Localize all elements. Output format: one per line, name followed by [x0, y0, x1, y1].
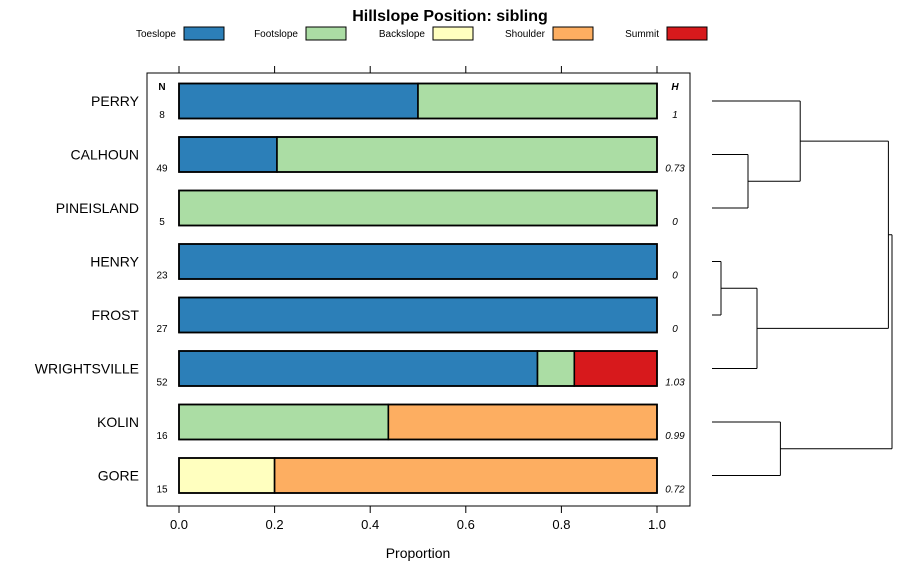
n-column-header: N: [158, 82, 165, 93]
top-axis-ticks: [178, 66, 658, 73]
legend-swatch-shoulder: [552, 26, 594, 41]
row-labels: PERRY CALHOUN PINEISLAND HENRY FROST WRIGHTSV…: [35, 93, 140, 484]
h-value-calhoun: 0.73: [665, 164, 685, 175]
row-label-calhoun: CALHOUN: [71, 147, 139, 163]
legend-swatch-toeslope: [183, 26, 225, 41]
bar-outline-henry: [178, 243, 658, 280]
x-tick-label: 0.8: [552, 517, 570, 532]
n-value-perry: 8: [159, 110, 165, 121]
h-value-frost: 0: [672, 324, 678, 335]
bar-outline-frost: [178, 296, 658, 334]
bar-outline-perry: [178, 82, 658, 120]
bar-segment-frost-toeslope: [178, 296, 658, 334]
bar-segment-kolin-footslope: [178, 403, 390, 441]
legend-label-backslope: Backslope: [379, 29, 426, 40]
x-axis: 0.0 0.2 0.4 0.6 0.8 1.0: [170, 506, 666, 532]
plot-panel: [146, 72, 691, 507]
h-value-gore: 0.72: [665, 485, 685, 496]
bar-segment-pineisland-footslope: [178, 189, 658, 227]
h-labels: 1 0.73 0 0 0 1.03 0.99 0.72: [665, 110, 685, 496]
x-tick-label: 0.2: [266, 517, 284, 532]
n-value-kolin: 16: [156, 431, 168, 442]
n-value-pineisland: 5: [159, 217, 165, 228]
h-value-pineisland: 0: [672, 217, 678, 228]
n-value-henry: 23: [156, 271, 168, 282]
legend-label-toeslope: Toeslope: [136, 29, 176, 40]
row-label-kolin: KOLIN: [97, 414, 139, 430]
row-label-frost: FROST: [92, 307, 140, 323]
n-value-gore: 15: [156, 485, 168, 496]
legend: Toeslope Footslope Backslope Shoulder Summit: [136, 26, 708, 41]
n-value-frost: 27: [156, 324, 168, 335]
x-tick-label: 0.6: [457, 517, 475, 532]
h-value-kolin: 0.99: [665, 431, 685, 442]
legend-swatch-backslope: [432, 26, 474, 41]
bar-segment-perry-toeslope: [178, 82, 419, 120]
bar-segment-henry-toeslope: [178, 243, 658, 280]
bar-segment-calhoun-toeslope: [178, 136, 278, 173]
bar-segment-kolin-shoulder: [387, 403, 658, 441]
n-labels: 8 49 5 23 27 52 16 15: [156, 110, 168, 496]
legend-swatch-footslope: [305, 26, 347, 41]
bar-outline-pineisland: [178, 189, 658, 227]
row-label-henry: HENRY: [90, 254, 139, 270]
bar-segment-calhoun-footslope: [276, 136, 658, 173]
h-value-henry: 0: [672, 271, 678, 282]
legend-swatch-summit: [666, 26, 708, 41]
bar-segment-gore-backslope: [178, 457, 276, 494]
x-tick-label: 0.4: [361, 517, 379, 532]
bar-segment-perry-footslope: [417, 82, 658, 120]
n-value-calhoun: 49: [156, 164, 168, 175]
bar-outline-kolin: [178, 403, 658, 441]
bar-segment-wrightsville-summit: [573, 350, 658, 387]
legend-label-footslope: Footslope: [254, 29, 298, 40]
bar-segment-gore-shoulder: [273, 457, 658, 494]
dendrogram: [712, 100, 893, 476]
h-column-header: H: [671, 82, 679, 93]
bars: [178, 82, 658, 494]
row-label-pineisland: PINEISLAND: [56, 200, 139, 216]
chart-title: Hillslope Position: sibling: [352, 8, 548, 25]
x-tick-label: 1.0: [648, 517, 666, 532]
h-value-wrightsville: 1.03: [665, 378, 685, 389]
bar-outline-calhoun: [178, 136, 658, 173]
legend-label-shoulder: Shoulder: [505, 29, 546, 40]
legend-label-summit: Summit: [625, 29, 659, 40]
bar-segment-wrightsville-toeslope: [178, 350, 539, 387]
x-axis-label: Proportion: [386, 545, 451, 561]
row-label-perry: PERRY: [91, 93, 140, 109]
row-label-wrightsville: WRIGHTSVILLE: [35, 361, 139, 377]
x-tick-label: 0.0: [170, 517, 188, 532]
bar-outline-gore: [178, 457, 658, 494]
bar-segment-wrightsville-footslope: [536, 350, 576, 387]
row-label-gore: GORE: [98, 468, 139, 484]
bar-outline-wrightsville: [178, 350, 658, 387]
n-value-wrightsville: 52: [156, 378, 168, 389]
h-value-perry: 1: [672, 110, 678, 121]
